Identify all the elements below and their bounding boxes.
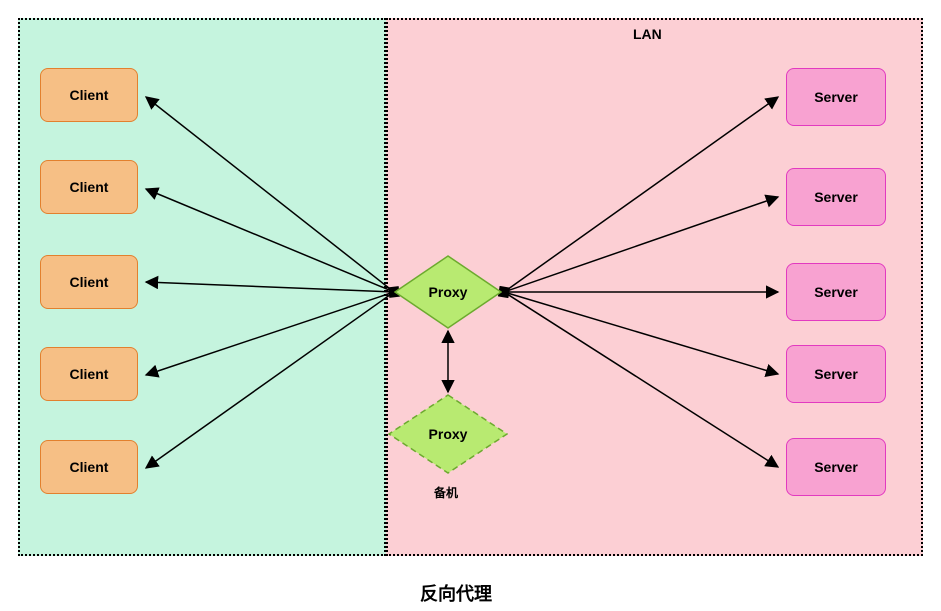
right-region-label: LAN — [633, 26, 662, 42]
server-node: Server — [786, 345, 886, 403]
diagram-canvas: LAN Client Client Client Client Client Server S… — [0, 0, 941, 611]
client-node: Client — [40, 68, 138, 122]
node-label: Proxy — [429, 426, 468, 442]
server-node: Server — [786, 438, 886, 496]
proxy_backup-node: Proxy — [388, 394, 508, 474]
server-node: Server — [786, 263, 886, 321]
node-label: Proxy — [429, 284, 468, 300]
server-node: Server — [786, 168, 886, 226]
client-node: Client — [40, 440, 138, 494]
node-label: Server — [814, 459, 858, 475]
client-node: Client — [40, 347, 138, 401]
node-label: Client — [70, 459, 109, 475]
node-label: Client — [70, 366, 109, 382]
client-node: Client — [40, 160, 138, 214]
node-label: Server — [814, 284, 858, 300]
client-node: Client — [40, 255, 138, 309]
node-label: Server — [814, 189, 858, 205]
proxy_main-node: Proxy — [394, 255, 502, 329]
proxy_backup-sublabel: 备机 — [434, 484, 458, 501]
node-label: Server — [814, 366, 858, 382]
node-label: Client — [70, 87, 109, 103]
server-node: Server — [786, 68, 886, 126]
node-label: Client — [70, 179, 109, 195]
node-label: Server — [814, 89, 858, 105]
diagram-caption: 反向代理 — [420, 580, 492, 606]
node-label: Client — [70, 274, 109, 290]
